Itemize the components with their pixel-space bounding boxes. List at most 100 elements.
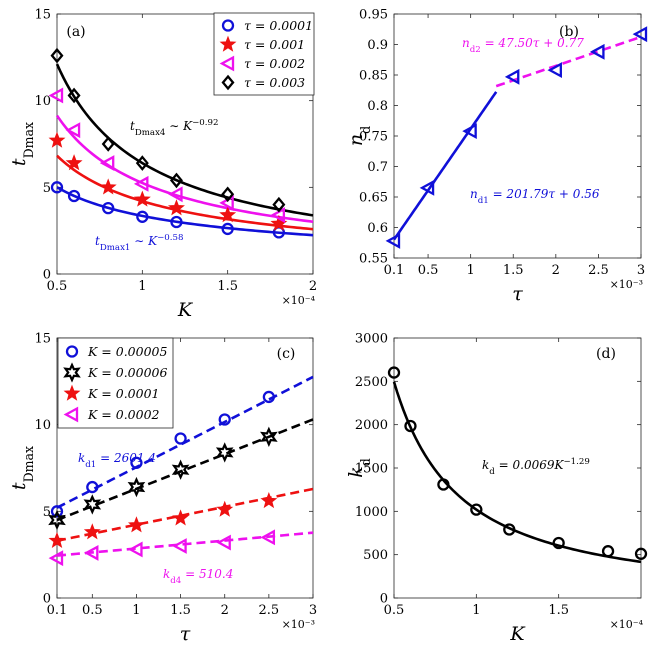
data-point: [221, 186, 235, 203]
data-point: [67, 189, 81, 203]
data-point: [260, 426, 278, 447]
data-point: [50, 505, 64, 518]
y-tick-label: 10: [34, 418, 51, 433]
axis-label-sub: Dmax: [21, 446, 36, 482]
x-tick-label: 1.5: [217, 279, 238, 294]
data-point: [67, 87, 81, 104]
data-point: [218, 413, 231, 426]
x-tick-label: 0.1: [47, 603, 68, 618]
x-tick-label: 1.5: [548, 603, 569, 618]
legend-marker: [221, 74, 235, 91]
fit-line-3: [55, 63, 314, 217]
x-tick-label: 0.5: [384, 603, 405, 618]
y-tick-label: 10: [34, 94, 51, 109]
annotation-sub: d1: [85, 460, 96, 470]
legend-entry: K = 0.0001: [87, 386, 160, 401]
x-tick-label: 2.5: [259, 603, 280, 618]
legend-entry: τ = 0.0001: [244, 18, 313, 33]
panel-label: (c): [277, 346, 296, 362]
y-tick-label: 0.65: [359, 191, 388, 206]
x-tick-label: 0.5: [47, 279, 68, 294]
y-tick-label: 2500: [355, 375, 388, 390]
legend-marker: [221, 19, 235, 32]
data-point: [470, 503, 483, 516]
y-tick-label: 5: [43, 181, 51, 196]
data-point: [101, 136, 115, 152]
annotation-rest: ∼ K: [165, 119, 193, 133]
y-tick-label: 5: [43, 505, 51, 520]
data-point: [504, 68, 520, 85]
data-point: [601, 545, 615, 558]
data-point: [83, 523, 101, 540]
data-point: [171, 459, 190, 480]
x-tick-label: 1: [132, 603, 140, 618]
data-point: [83, 494, 102, 515]
y-tick-label: 2000: [355, 418, 388, 433]
y-tick-label: 0.8: [367, 99, 388, 114]
annotation-main: k: [78, 451, 85, 465]
annotation-sub: Dmax4: [135, 128, 166, 138]
y-tick-label: 0.7: [367, 160, 388, 175]
legend: K = 0.00005 K = 0.00006 K = 0.0001 K = 0.00…: [57, 337, 174, 429]
y-tick-label: 1000: [355, 505, 388, 520]
y-tick-label: 15: [34, 332, 51, 347]
fit-line-0: [392, 381, 642, 564]
annotation-main: k: [163, 567, 170, 581]
axis-label-main: K: [177, 299, 194, 321]
y-tick-label: 1500: [355, 462, 388, 477]
annotation-sup: −1.29: [563, 457, 589, 467]
axis-label-sub: Dmax: [21, 122, 36, 158]
x-tick-label: 1: [138, 279, 146, 294]
data-point: [169, 172, 183, 189]
data-point: [174, 432, 187, 445]
data-point: [48, 131, 66, 148]
equation-annotation: nd1 = 201.79τ + 0.56: [470, 187, 600, 206]
y-axis-label: tDmax: [8, 122, 36, 166]
y-tick-label: 15: [34, 8, 51, 23]
x-tick-label: 0.5: [418, 263, 439, 278]
data-point: [462, 123, 477, 140]
data-point: [216, 534, 231, 551]
annotation-main: t: [95, 234, 100, 248]
equation-annotation: tDmax1 ∼ K−0.58: [95, 233, 184, 253]
data-point: [634, 547, 648, 560]
x-tick-label: 1: [467, 263, 475, 278]
data-point: [48, 550, 64, 567]
x-tick-label: 1.5: [170, 603, 191, 618]
legend-entry: τ = 0.002: [244, 56, 305, 71]
x-tick-label: 1.5: [503, 263, 524, 278]
y-tick-label: 0.55: [359, 252, 388, 267]
y-tick-label: 0.9: [367, 38, 388, 53]
data-point: [272, 196, 286, 213]
data-point: [385, 232, 401, 249]
fit-line-2: [55, 114, 314, 224]
data-point: [170, 215, 183, 229]
fit-line-0: [392, 91, 498, 241]
data-point: [260, 492, 278, 509]
annotation-sub: d: [489, 467, 495, 477]
legend-marker: [63, 384, 81, 401]
equation-annotation: kd = 0.0069K−1.29: [482, 457, 590, 477]
axis-label-sub: d: [358, 458, 373, 466]
data-point: [404, 419, 417, 433]
data-point: [547, 62, 562, 79]
annotation-rest: = 510.4: [181, 567, 233, 581]
annotation-sub: d2: [470, 45, 481, 55]
data-point: [270, 207, 286, 224]
data-point: [135, 155, 149, 171]
legend-marker: [63, 362, 81, 383]
annotation-sup: −0.92: [192, 118, 218, 128]
data-point: [133, 175, 149, 192]
data-point: [48, 509, 66, 531]
data-point: [128, 541, 143, 558]
axis-label-main: t: [8, 482, 30, 490]
data-point: [219, 206, 237, 223]
data-point: [48, 531, 66, 549]
data-point: [168, 186, 183, 203]
data-point: [65, 122, 81, 139]
fit-line-1: [56, 154, 314, 231]
data-point: [50, 47, 64, 64]
chart-panel-3: 0.5 1 1.5050010001500200025003000×10⁻⁴Kkd(…: [345, 332, 648, 645]
